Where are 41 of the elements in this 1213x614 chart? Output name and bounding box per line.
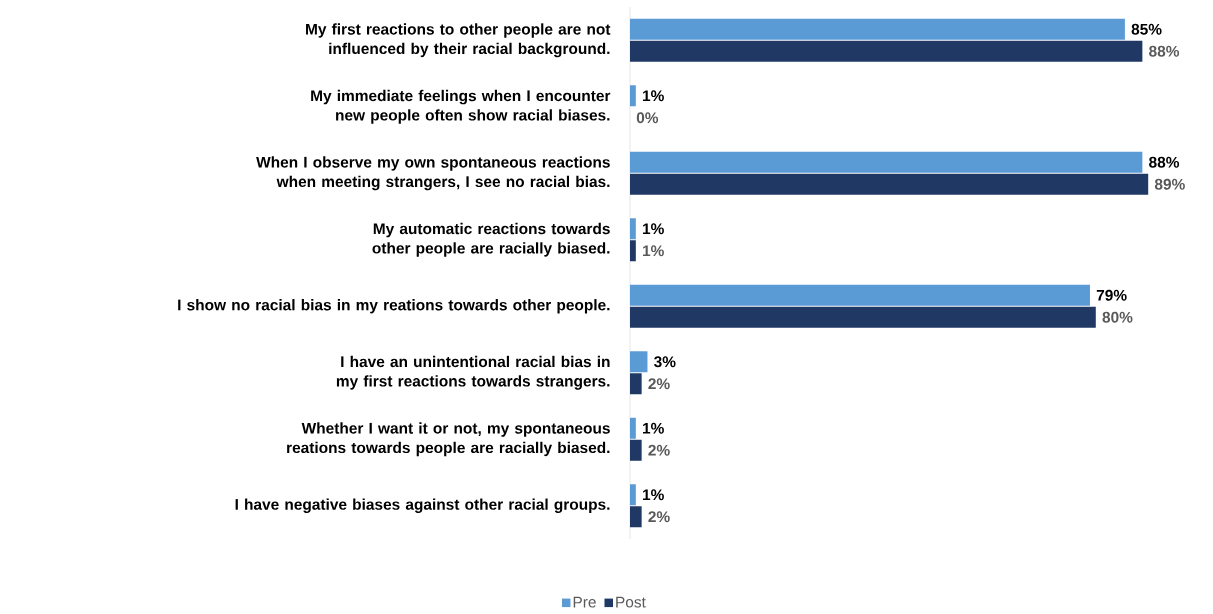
data-label: 85%	[1131, 23, 1162, 35]
y-tick-label: My first reactions to other people are not influenced by their racial background.	[306, 23, 611, 58]
legend-label: Pre	[573, 596, 596, 608]
bar	[630, 439, 642, 461]
bar	[630, 240, 636, 262]
y-tick-label: My immediate feelings when I encounter new people often show racial biases.	[311, 89, 611, 124]
data-label: 88%	[1149, 156, 1180, 168]
data-label: 2%	[648, 444, 670, 456]
bar	[630, 173, 1149, 195]
bar	[630, 417, 636, 439]
data-label: 79%	[1096, 289, 1127, 301]
bar	[630, 218, 636, 240]
data-label: 1%	[642, 245, 664, 257]
bar	[630, 85, 636, 107]
data-label: 2%	[648, 378, 670, 390]
data-label: 88%	[1149, 45, 1180, 57]
data-label: 89%	[1154, 178, 1185, 190]
bar	[630, 18, 1125, 40]
data-label: 1%	[642, 90, 664, 102]
bar	[630, 373, 642, 395]
legend-label: Post	[616, 596, 646, 608]
y-tick-label: I have negative biases against other racial groups.	[235, 498, 610, 513]
data-label: 1%	[642, 489, 664, 501]
y-tick-label: My automatic reactions towards other people are racially biased.	[372, 222, 610, 257]
y-tick-label: I show no racial bias in my reations towards other people.	[178, 299, 610, 314]
bar	[630, 284, 1090, 306]
bar	[630, 306, 1096, 328]
bar	[630, 506, 642, 528]
data-label: 80%	[1102, 311, 1133, 323]
bar	[630, 40, 1143, 62]
bar	[630, 484, 636, 506]
data-label: 3%	[654, 356, 676, 368]
data-label: 2%	[648, 511, 670, 523]
data-label: 0%	[636, 112, 659, 124]
y-tick-label: Whether I want it or not, my spontaneous reations towards people are racially biased.	[287, 422, 610, 457]
y-tick-label: I have an unintentional racial bias in my first reactions towards strangers.	[336, 355, 610, 390]
y-tick-label: When I observe my own spontaneous reactions when meeting strangers, I see no racial bias.	[256, 156, 610, 191]
bar	[630, 151, 1143, 173]
data-label: 1%	[642, 422, 664, 434]
bar	[630, 351, 648, 373]
data-label: 1%	[642, 223, 664, 235]
